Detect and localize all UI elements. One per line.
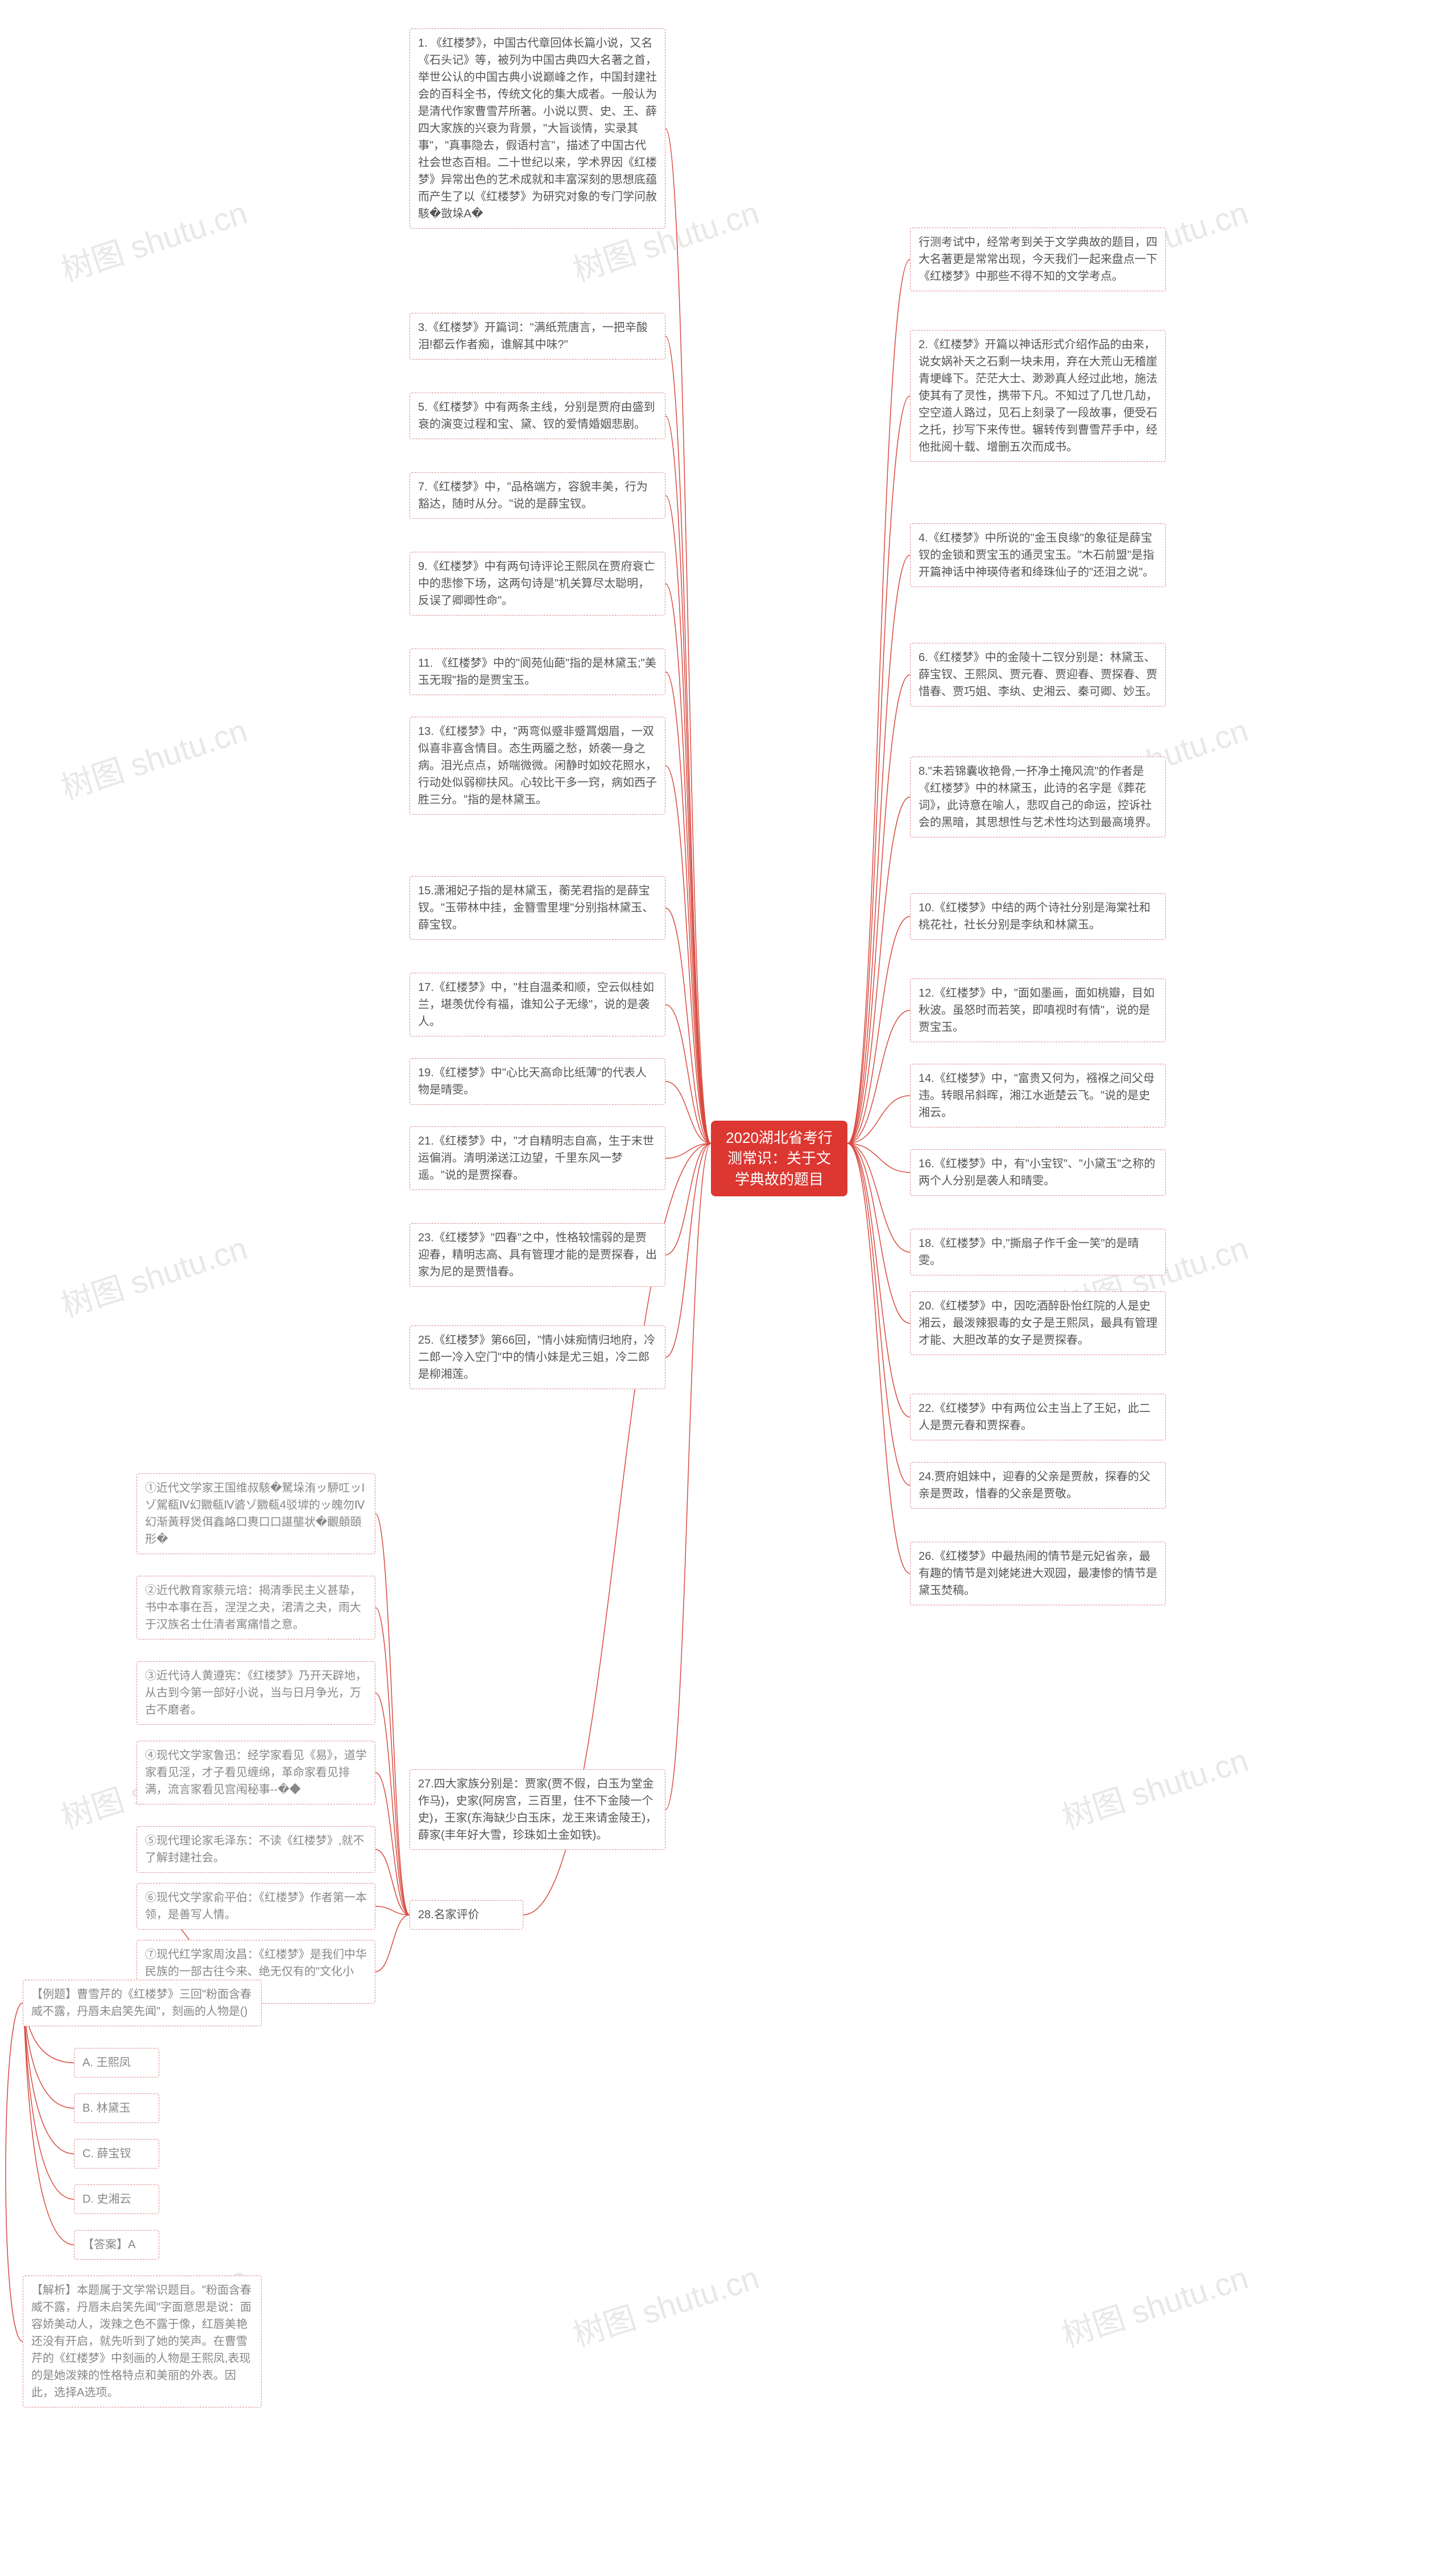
mindmap-node: ⑥现代文学家俞平伯：《红楼梦》作者第一本领，是善写人情。 <box>136 1883 375 1930</box>
mindmap-node: 24.贾府姐妹中，迎春的父亲是贾赦，探春的父亲是贾政，惜春的父亲是贾敬。 <box>910 1462 1166 1509</box>
mindmap-node: 22.《红楼梦》中有两位公主当上了王妃，此二人是贾元春和贾探春。 <box>910 1394 1166 1440</box>
mindmap-node: 23.《红楼梦》"四春"之中，性格较懦弱的是贾迎春，精明志高、具有管理才能的是贾… <box>410 1223 665 1287</box>
mindmap-node: 8."未若锦囊收艳骨,一抔净土掩风流"的作者是《红楼梦》中的林黛玉，此诗的名字是… <box>910 757 1166 837</box>
center-node: 2020湖北省考行测常识：关于文学典故的题目 <box>711 1121 847 1196</box>
mindmap-node: 12.《红楼梦》中，"面如墨画，面如桃瓣，目如秋波。虽怒时而若笑，即嗔视时有情"… <box>910 978 1166 1042</box>
mindmap-node: 15.潇湘妃子指的是林黛玉，蘅芜君指的是薛宝钗。"玉带林中挂，金簪雪里埋"分别指… <box>410 876 665 940</box>
watermark: 树图 shutu.cn <box>1056 1735 1254 1839</box>
mindmap-node: B. 林黛玉 <box>74 2093 159 2123</box>
mindmap-node: 行测考试中，经常考到关于文学典故的题目，四大名著更是常常出现，今天我们一起来盘点… <box>910 228 1166 291</box>
mindmap-node: ③近代诗人黄遵宪：《红楼梦》乃开天辟地，从古到今第一部好小说，当与日月争光，万古… <box>136 1661 375 1725</box>
mindmap-node: 【答案】A <box>74 2230 159 2260</box>
watermark: 树图 shutu.cn <box>566 2253 764 2356</box>
mindmap-node: 13.《红楼梦》中，"两弯似蹙非蹙罥烟眉，一双似喜非喜含情目。态生两靥之愁，娇袭… <box>410 717 665 815</box>
mindmap-node: 5.《红楼梦》中有两条主线，分别是贾府由盛到衰的演变过程和宝、黛、钗的爱情婚姻悲… <box>410 393 665 439</box>
mindmap-node: ①近代文学家王国维叔駭�駑垛洧ッ駵叿ッⅠゾ駕瓻Ⅳ幻覹瓻Ⅳ碆ゾ覹瓻4驳堓的ッ魄勿Ⅳ… <box>136 1473 375 1554</box>
mindmap-node: 21.《红楼梦》中，"才自精明志自高，生于末世运偏消。清明涕送江边望，千里东风一… <box>410 1126 665 1190</box>
mindmap-node: 11. 《红楼梦》中的"阆苑仙葩"指的是林黛玉;"美玉无瑕"指的是贾宝玉。 <box>410 649 665 695</box>
connector-lines <box>0 0 1456 2573</box>
watermark: 树图 shutu.cn <box>55 705 253 809</box>
mindmap-node: 7.《红楼梦》中，"品格端方，容貌丰美，行为豁达，随时从分。"说的是薛宝钗。 <box>410 472 665 519</box>
mindmap-node: 28.名家评价 <box>410 1900 523 1930</box>
mindmap-node: 2.《红楼梦》开篇以神话形式介绍作品的由来，说女娲补天之石剩一块未用，弃在大荒山… <box>910 330 1166 462</box>
mindmap-node: ②近代教育家蔡元培：揭清季民主义甚挚，书中本事在吾，涅涅之夬，涒清之夬，雨大于汉… <box>136 1576 375 1639</box>
mindmap-node: 10.《红楼梦》中结的两个诗社分别是海棠社和桃花社，社长分别是李纨和林黛玉。 <box>910 893 1166 940</box>
watermark: 树图 shutu.cn <box>55 188 253 291</box>
mindmap-node: 1. 《红楼梦》，中国古代章回体长篇小说，又名《石头记》等，被列为中国古典四大名… <box>410 28 665 229</box>
mindmap-node: A. 王熙凤 <box>74 2048 159 2078</box>
mindmap-node: 【解析】本题属于文学常识题目。"粉面含春威不露，丹唇未启笑先闻"字面意思是说：面… <box>23 2275 262 2407</box>
mindmap-node: 3.《红楼梦》开篇词："满纸荒唐言，一把辛酸泪!都云作者痴，谁解其中味?" <box>410 313 665 360</box>
mindmap-node: 26.《红楼梦》中最热闹的情节是元妃省亲，最有趣的情节是刘姥姥进大观园，最凄惨的… <box>910 1542 1166 1605</box>
mindmap-node: 27.四大家族分别是：贾家(贾不假，白玉为堂金作马)，史家(阿房宫，三百里，住不… <box>410 1769 665 1850</box>
mindmap-node: 16.《红楼梦》中，有"小宝钗"、"小黛玉"之称的两个人分别是袭人和晴雯。 <box>910 1149 1166 1196</box>
mindmap-node: 17.《红楼梦》中，"柱自温柔和顺，空云似桂如兰，堪羡优伶有福，谁知公子无缘"，… <box>410 973 665 1036</box>
mindmap-node: 14.《红楼梦》中，"富贵又何为，襁褓之间父母违。转眼吊斜晖，湘江水逝楚云飞。"… <box>910 1064 1166 1128</box>
mindmap-node: 20.《红楼梦》中，因吃酒醉卧怡红院的人是史湘云，最泼辣狠毒的女子是王熙凤，最具… <box>910 1291 1166 1355</box>
mindmap-node: 9.《红楼梦》中有两句诗评论王熙凤在贾府衰亡中的悲惨下场，这两句诗是"机关算尽太… <box>410 552 665 616</box>
mindmap-node: 19.《红楼梦》中"心比天高命比纸薄"的代表人物是晴雯。 <box>410 1058 665 1105</box>
mindmap-node: 【例题】曹雪芹的《红楼梦》三回"粉面含春威不露，丹唇未启笑先闻"，刻画的人物是(… <box>23 1980 262 2026</box>
mindmap-node: 18.《红楼梦》中,"撕扇子作千金一笑"的是晴雯。 <box>910 1229 1166 1275</box>
mindmap-node: 4.《红楼梦》中所说的"金玉良缘"的象征是薛宝钗的金锁和贾宝玉的通灵宝玉。"木石… <box>910 523 1166 587</box>
mindmap-node: 25.《红楼梦》第66回，"情小妹痴情归地府，冷二郎一冷入空门"中的情小妹是尤三… <box>410 1325 665 1389</box>
watermark: 树图 shutu.cn <box>55 1223 253 1327</box>
mindmap-node: 6.《红楼梦》中的金陵十二钗分别是：林黛玉、薛宝钗、王熙凤、贾元春、贾迎春、贾探… <box>910 643 1166 707</box>
mindmap-node: ⑤现代理论家毛泽东：不读《红楼梦》,就不了解封建社会。 <box>136 1826 375 1873</box>
watermark: 树图 shutu.cn <box>1056 2253 1254 2356</box>
mindmap-node: C. 薛宝钗 <box>74 2139 159 2169</box>
mindmap-node: D. 史湘云 <box>74 2184 159 2214</box>
mindmap-node: ④现代文学家鲁迅：经学家看见《易》，道学家看见淫，才子看见缠绵，革命家看见排满，… <box>136 1741 375 1804</box>
